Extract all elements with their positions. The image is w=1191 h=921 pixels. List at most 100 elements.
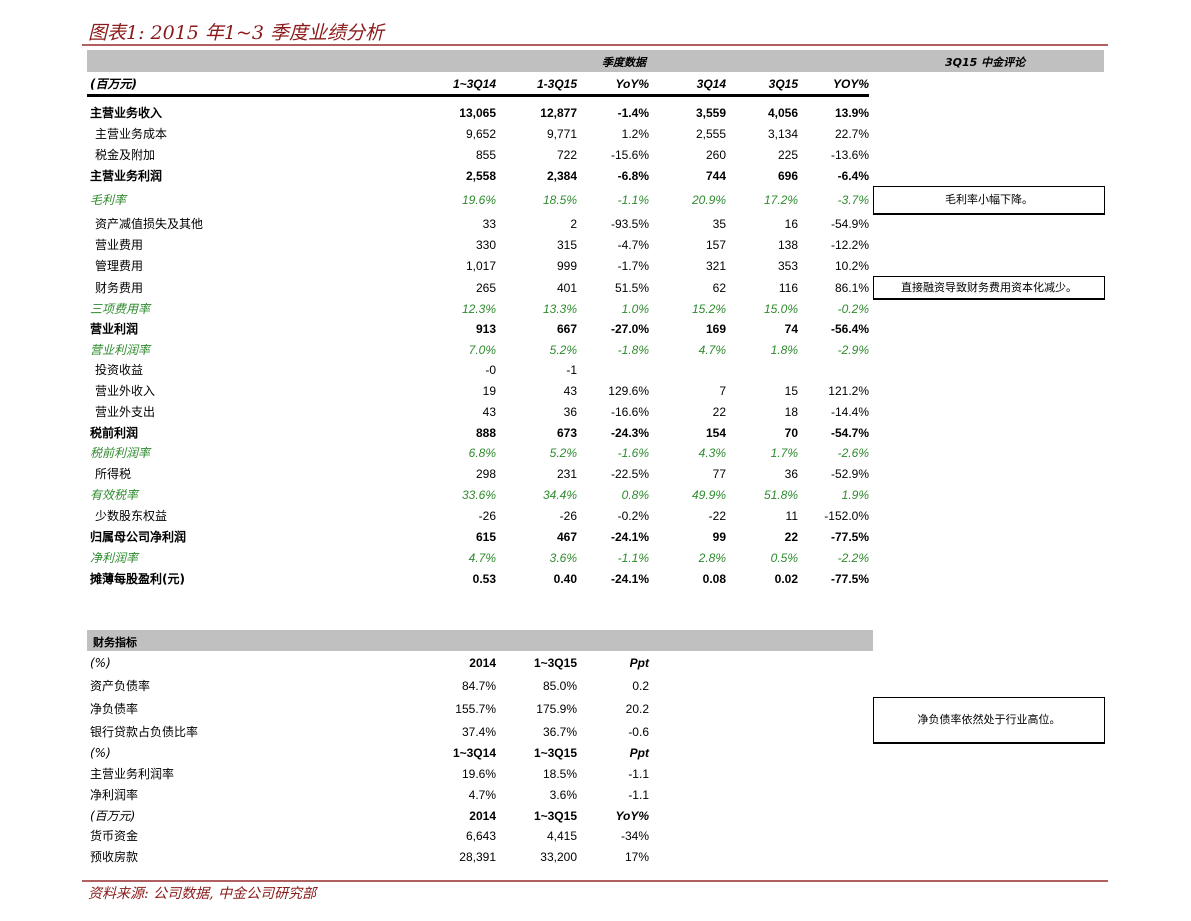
cell-value: -12.2% <box>830 238 869 252</box>
cell-value: 2014 <box>469 809 496 823</box>
cell-value: 17% <box>624 850 649 864</box>
cell-value: 2014 <box>469 656 496 670</box>
cell-value: 2.8% <box>698 551 726 565</box>
cell-value: 15.0% <box>763 302 798 316</box>
cell-value: 33 <box>482 217 496 231</box>
cell-value: 51.8% <box>763 488 798 502</box>
header-group: 季度数据 <box>602 56 646 69</box>
cell-value: 0.53 <box>472 572 496 586</box>
cell-value: YOY% <box>832 77 869 91</box>
cell-value: 175.9% <box>536 702 577 716</box>
cell-value: 169 <box>705 322 726 336</box>
source-note: 资料来源: 公司数据, 中金公司研究部 <box>88 886 317 902</box>
row-label: 营业费用 <box>95 238 144 252</box>
row-label: 少数股东权益 <box>95 509 168 523</box>
cell-value: -22 <box>708 509 726 523</box>
cell-value: 231 <box>556 467 577 481</box>
cell-value: 722 <box>556 148 577 162</box>
cell-value: 20.9% <box>691 193 726 207</box>
cell-value: 49.9% <box>691 488 726 502</box>
cell-value: -16.6% <box>610 405 649 419</box>
cell-value: 121.2% <box>828 384 869 398</box>
row-label: 税前利润率 <box>90 446 151 460</box>
cell-value: 4.3% <box>698 446 726 460</box>
cell-value: 43 <box>563 384 577 398</box>
cell-value: 154 <box>705 426 726 440</box>
cell-value: -52.9% <box>830 467 869 481</box>
cell-value: 5.2% <box>549 343 577 357</box>
cell-value: 12.3% <box>461 302 496 316</box>
cell-value: -54.7% <box>830 426 869 440</box>
footer-divider <box>82 880 1108 882</box>
cell-value: 0.8% <box>621 488 649 502</box>
cell-value: -34% <box>620 829 649 843</box>
cell-value: -24.3% <box>610 426 649 440</box>
cell-value: 265 <box>475 281 496 295</box>
cell-value: 913 <box>475 322 496 336</box>
cell-value: 18 <box>784 405 798 419</box>
comment-box: 净负债率依然处于行业高位。 <box>873 697 1105 744</box>
row-label: 预收房款 <box>90 850 139 864</box>
cell-value: 673 <box>556 426 577 440</box>
cell-value: 13.3% <box>542 302 577 316</box>
page-title: 图表1: 2015 年1~3 季度业绩分析 <box>88 22 385 44</box>
cell-value: 2,558 <box>465 169 496 183</box>
cell-value: 155.7% <box>455 702 496 716</box>
cell-value: 77 <box>712 467 726 481</box>
row-label: 主营业务收入 <box>90 106 163 120</box>
cell-value: 1~3Q14 <box>452 746 496 760</box>
row-label: 税金及附加 <box>95 148 156 162</box>
cell-value: -2.9% <box>837 343 869 357</box>
row-label: 净利润率 <box>90 788 139 802</box>
cell-value: 19.6% <box>461 193 496 207</box>
cell-value: -0.2% <box>617 509 649 523</box>
cell-value: 15 <box>784 384 798 398</box>
cell-value: 22.7% <box>834 127 869 141</box>
cell-value: 34.4% <box>542 488 577 502</box>
cell-value: 62 <box>712 281 726 295</box>
cell-value: 12,877 <box>540 106 577 120</box>
cell-value: 86.1% <box>834 281 869 295</box>
cell-value: -1.7% <box>617 259 649 273</box>
cell-value: 33,200 <box>540 850 577 864</box>
row-label: 有效税率 <box>90 488 139 502</box>
cell-value: -1.1% <box>617 193 649 207</box>
cell-value: 401 <box>556 281 577 295</box>
row-label: 管理费用 <box>95 259 144 273</box>
cell-value: -26 <box>478 509 496 523</box>
cell-value: Ppt <box>629 746 649 760</box>
row-label: 营业利润率 <box>90 343 151 357</box>
row-label: 净负债率 <box>90 702 139 716</box>
cell-value: 99 <box>712 530 726 544</box>
row-label: 货币资金 <box>90 829 139 843</box>
cell-value: 1~3Q14 <box>452 77 496 91</box>
cell-value: 0.2 <box>632 679 649 693</box>
cell-value: -152.0% <box>824 509 869 523</box>
cell-value: 1.2% <box>621 127 649 141</box>
row-label: 税前利润 <box>90 426 139 440</box>
cell-value: 43 <box>482 405 496 419</box>
cell-value: 2,384 <box>546 169 577 183</box>
cell-value: -14.4% <box>830 405 869 419</box>
cell-value: -27.0% <box>610 322 649 336</box>
cell-value: 1~3Q15 <box>533 809 577 823</box>
cell-value: -1.6% <box>617 446 649 460</box>
cell-value: 467 <box>556 530 577 544</box>
cell-value: 888 <box>475 426 496 440</box>
cell-value: 9,652 <box>465 127 496 141</box>
cell-value: 20.2 <box>625 702 649 716</box>
cell-value: 1.9% <box>841 488 869 502</box>
cell-value: 2 <box>570 217 577 231</box>
cell-value: 36 <box>784 467 798 481</box>
fin-header-bar: 财务指标 <box>87 630 873 651</box>
cell-value: 51.5% <box>614 281 649 295</box>
row-label: (%) <box>90 656 111 670</box>
cell-value: 22 <box>784 530 798 544</box>
cell-value: YoY% <box>615 77 649 91</box>
comment-box: 直接融资导致财务费用资本化减少。 <box>873 276 1105 300</box>
row-label: 主营业务利润率 <box>90 767 175 781</box>
row-label: (%) <box>90 746 111 760</box>
cell-value: Ppt <box>629 656 649 670</box>
row-label: 资产负债率 <box>90 679 151 693</box>
comment-box: 毛利率小幅下降。 <box>873 186 1105 215</box>
